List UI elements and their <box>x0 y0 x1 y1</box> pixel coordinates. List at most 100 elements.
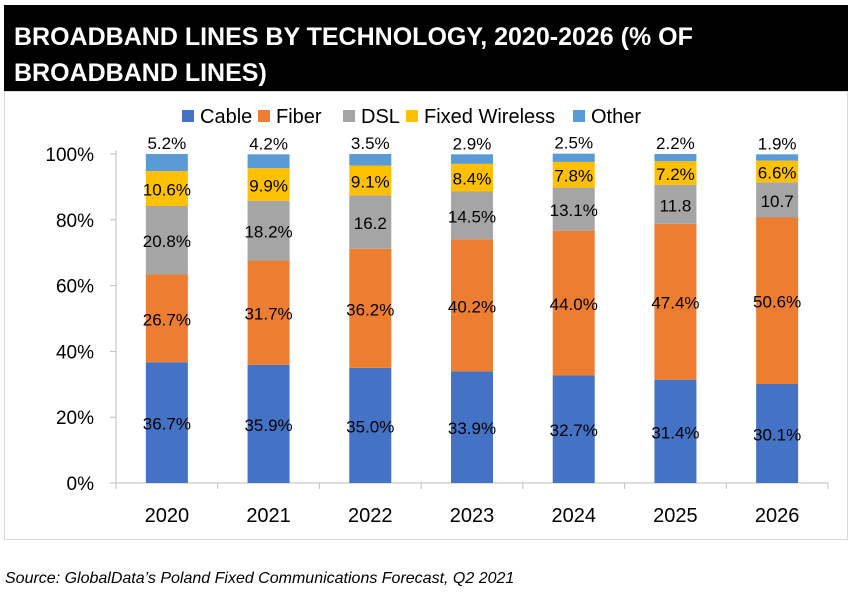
bar-dsl-2021 <box>247 200 290 261</box>
data-label: 26.7% <box>143 310 191 329</box>
data-label: 2.2% <box>656 134 695 153</box>
data-label: 7.2% <box>656 165 695 184</box>
legend-swatch-fixed-wireless <box>406 110 418 122</box>
bar-fiber-2026 <box>756 217 799 384</box>
bar-cable-2020 <box>145 362 188 483</box>
data-label: 2.5% <box>554 134 593 153</box>
data-label: 32.7% <box>550 421 598 440</box>
bar-fixed-wireless-2023 <box>451 163 493 192</box>
bar-fixed-wireless-2024 <box>552 161 595 188</box>
data-label: 30.1% <box>753 425 801 444</box>
bar-cable-2021 <box>247 364 290 483</box>
bar-fiber-2025 <box>654 223 697 380</box>
data-labels: 36.7% 26.7% 20.8% 10.6% 5.2% 35.9% 31.7% 18.2% 9… <box>143 134 801 445</box>
bar-dsl-2020 <box>145 205 188 275</box>
bar-other-2021 <box>247 154 290 169</box>
data-label: 50.6% <box>753 293 801 312</box>
bar-cable-2022 <box>349 367 392 483</box>
bar-fixed-wireless-2021 <box>247 168 290 201</box>
source-note: Source: GlobalData’s Poland Fixed Commun… <box>5 570 515 587</box>
data-label: 10.7 <box>761 192 794 211</box>
data-label: 9.1% <box>351 172 390 191</box>
data-label: 18.2% <box>244 223 292 242</box>
data-label: 1.9% <box>758 134 797 153</box>
x-tick-label: 2021 <box>246 505 291 527</box>
data-label: 33.9% <box>448 419 496 438</box>
bar-other-2020 <box>145 154 188 172</box>
bar-fiber-2020 <box>145 274 188 363</box>
x-tick-label: 2023 <box>450 505 495 527</box>
bar-fiber-2022 <box>349 248 392 368</box>
bar-other-2025 <box>654 154 697 162</box>
bar-dsl-2025 <box>654 184 697 224</box>
data-label: 2.9% <box>453 134 492 153</box>
data-label: 11.8 <box>660 196 692 215</box>
data-label: 31.4% <box>651 423 699 442</box>
bar-other-2023 <box>451 154 493 164</box>
legend-label: Fiber <box>276 106 322 128</box>
legend-label: Fixed Wireless <box>424 106 555 128</box>
data-label: 9.9% <box>249 176 288 195</box>
bar-fixed-wireless-2026 <box>756 160 799 183</box>
y-tick-label: 20% <box>56 408 94 429</box>
bar-cable-2025 <box>654 379 697 483</box>
bar-cable-2023 <box>451 371 493 483</box>
data-label: 6.6% <box>758 163 797 182</box>
bar-dsl-2026 <box>756 182 799 218</box>
legend: Cable Fiber DSL Fixed Wireless Other <box>182 106 641 128</box>
y-tick-label: 80% <box>56 211 94 232</box>
data-label: 10.6% <box>143 181 191 200</box>
data-label: 20.8% <box>143 232 191 251</box>
x-tick-label: 2020 <box>145 505 190 527</box>
bar-other-2026 <box>756 154 799 161</box>
y-tick-label: 60% <box>56 277 94 298</box>
data-label: 16.2 <box>354 214 387 233</box>
legend-label: Cable <box>200 106 252 128</box>
data-label: 40.2% <box>448 297 496 316</box>
bar-cable-2026 <box>756 383 799 483</box>
bar-dsl-2023 <box>451 191 493 240</box>
data-label: 14.5% <box>448 207 496 226</box>
data-label: 36.7% <box>143 415 191 434</box>
data-label: 13.1% <box>550 201 598 220</box>
data-label: 36.2% <box>346 300 394 319</box>
data-label: 8.4% <box>453 170 492 189</box>
legend-label: DSL <box>361 106 400 128</box>
data-label: 5.2% <box>147 134 186 153</box>
bar-fiber-2023 <box>451 239 493 372</box>
bar-fiber-2024 <box>552 230 595 376</box>
y-tick-label: 40% <box>56 342 94 363</box>
x-tick-label: 2025 <box>653 505 698 527</box>
legend-swatch-other <box>573 110 585 122</box>
bar-fixed-wireless-2025 <box>654 161 697 185</box>
data-label: 35.0% <box>346 417 394 436</box>
data-label: 47.4% <box>651 294 699 313</box>
y-tick-label: 100% <box>45 145 94 166</box>
data-label: 7.8% <box>554 167 593 186</box>
stacked-bar-chart: Cable Fiber DSL Fixed Wireless Other 0% 20% 40… <box>45 106 829 527</box>
data-label: 35.9% <box>244 416 292 435</box>
legend-swatch-cable <box>182 110 194 122</box>
x-tick-label: 2024 <box>551 505 596 527</box>
bar-other-2022 <box>349 154 392 166</box>
x-tick-label: 2026 <box>755 505 800 527</box>
data-label: 3.5% <box>351 134 390 153</box>
chart-title: BROADBAND LINES BY TECHNOLOGY, 2020-2026… <box>4 5 848 91</box>
data-label: 31.7% <box>244 305 292 324</box>
data-label: 4.2% <box>249 134 288 153</box>
bar-dsl-2022 <box>349 195 392 249</box>
legend-swatch-fiber <box>258 110 270 122</box>
axes: 0% 20% 40% 60% 80% 100% 2020 2021 2022 2023 2024 20… <box>45 145 829 527</box>
bar-fiber-2021 <box>247 260 290 365</box>
chart-frame <box>4 91 848 540</box>
bar-fixed-wireless-2020 <box>145 171 188 206</box>
bar-cable-2024 <box>552 375 595 483</box>
bars <box>145 153 799 483</box>
bar-other-2024 <box>552 153 595 162</box>
legend-swatch-dsl <box>343 110 355 122</box>
x-tick-label: 2022 <box>348 505 393 527</box>
bar-dsl-2024 <box>552 187 595 231</box>
data-label: 44.0% <box>550 295 598 314</box>
legend-label: Other <box>591 106 641 128</box>
bar-fixed-wireless-2022 <box>349 165 392 196</box>
